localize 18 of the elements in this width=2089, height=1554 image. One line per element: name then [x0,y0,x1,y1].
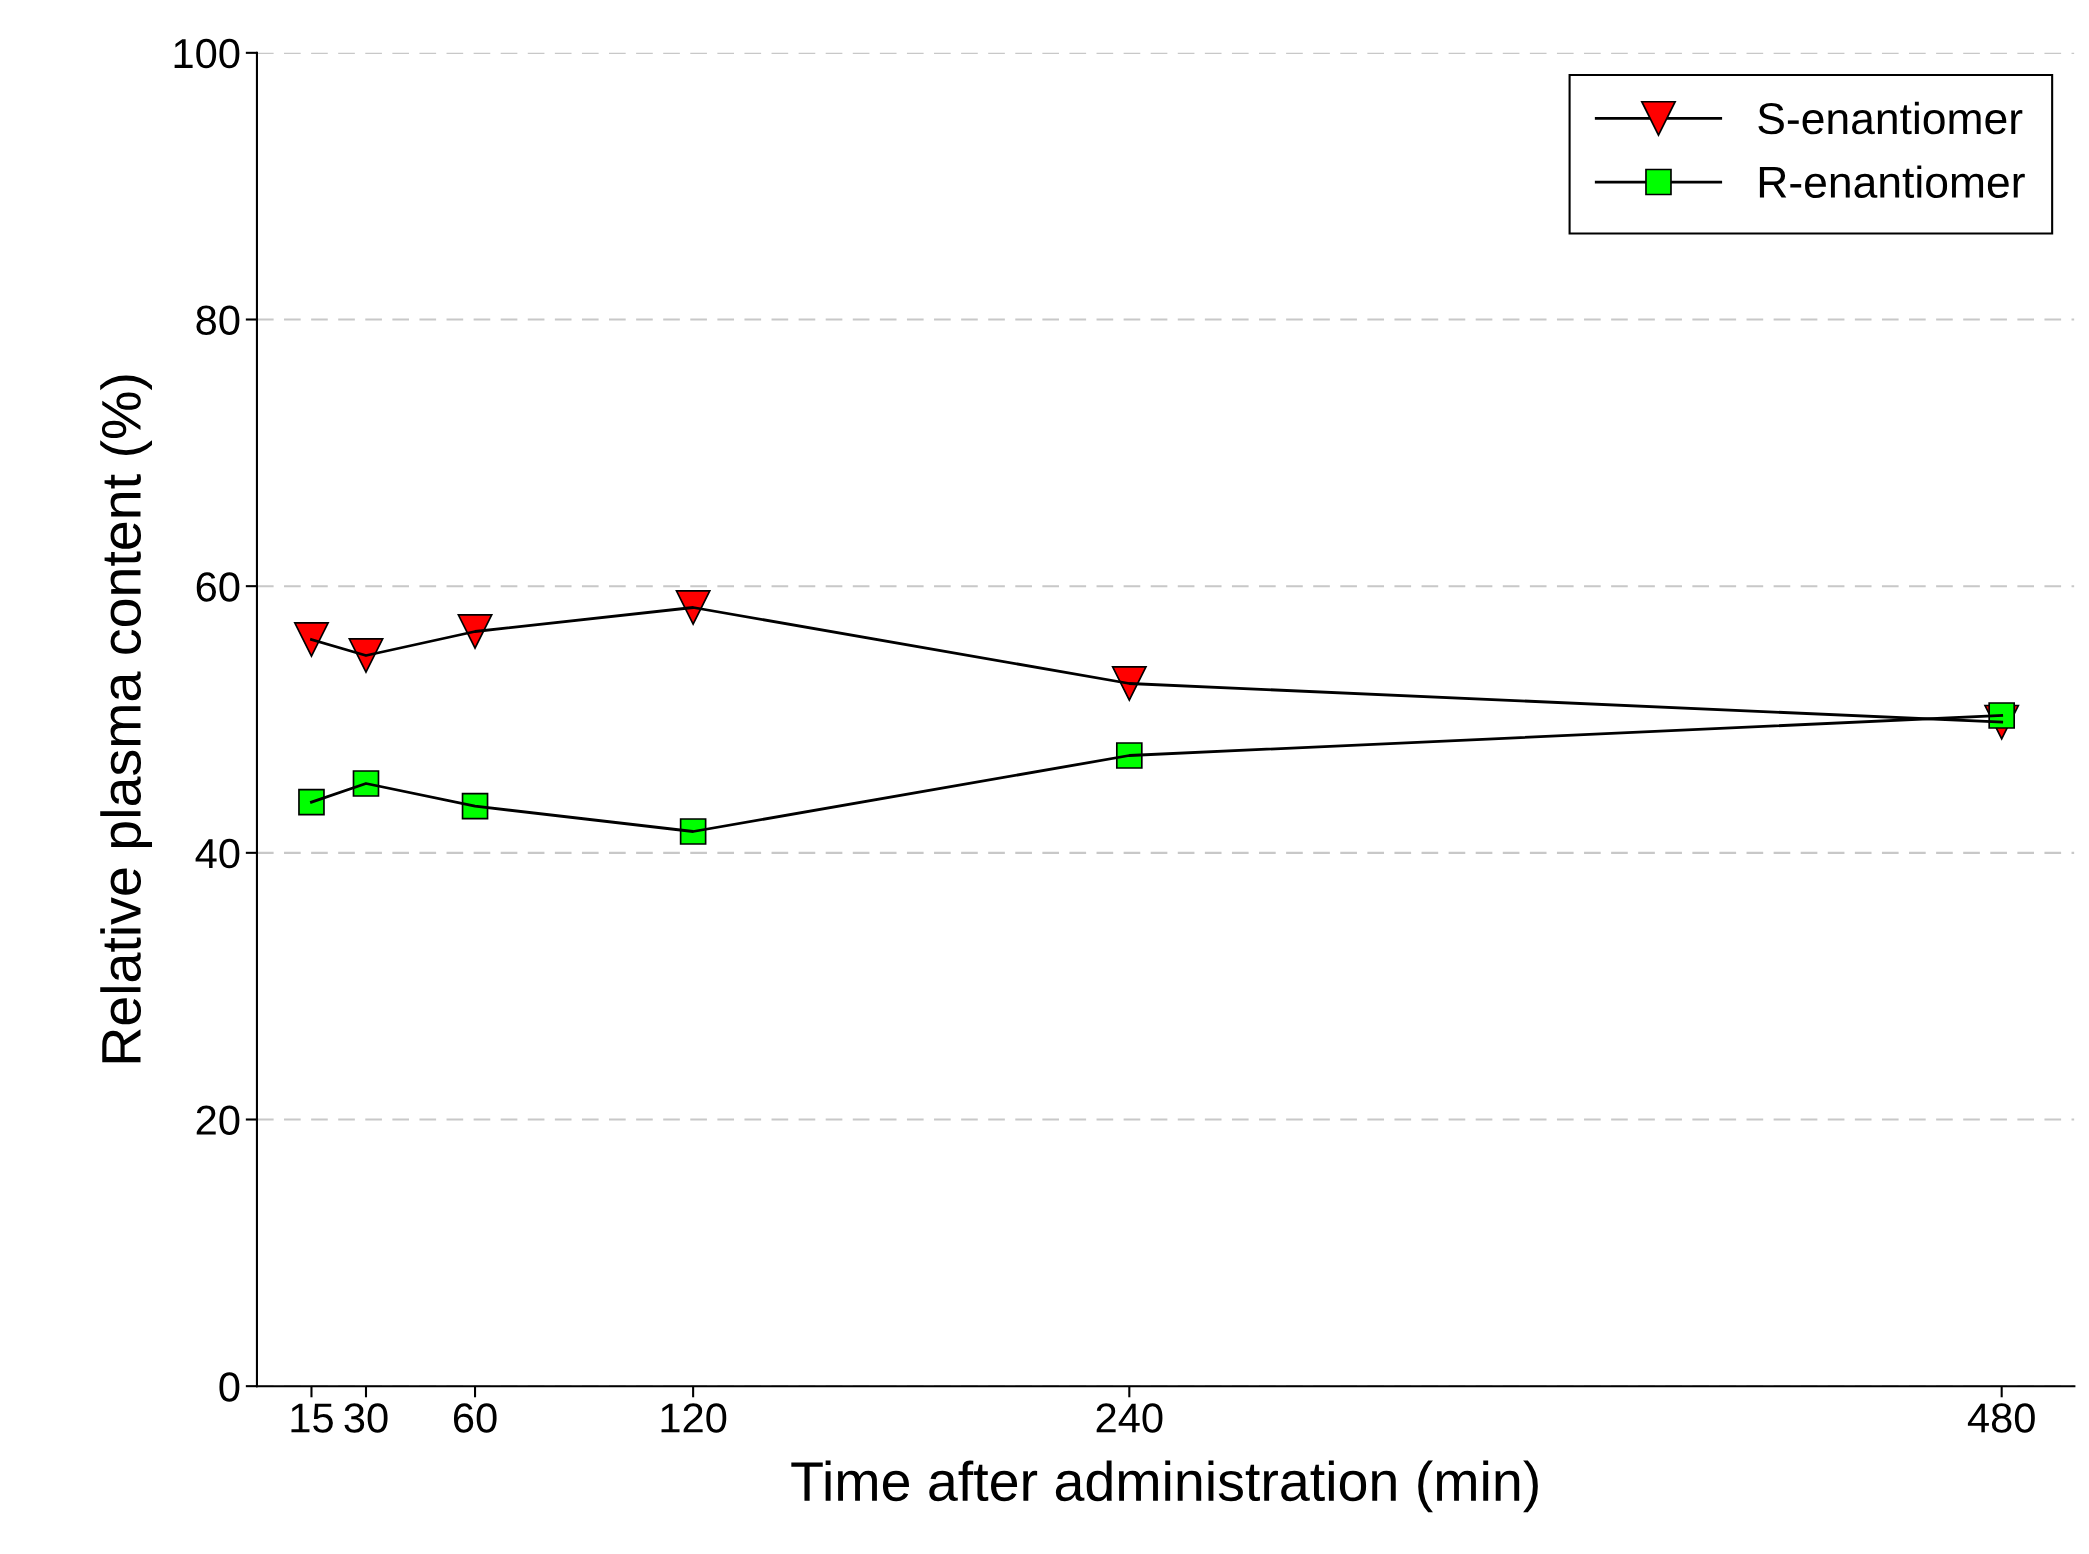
y-tick-label: 0 [219,1372,240,1402]
x-tick-label: 240 [1096,1403,1163,1433]
point [298,788,325,816]
y-tick-label: 60 [196,572,240,602]
x-tick-label: 30 [344,1403,388,1433]
x-tick-label: 15 [291,1403,333,1433]
point [293,621,329,658]
x-axis-title: Time after administration (min) [791,1460,1538,1513]
y-tick-label: 100 [174,38,240,69]
y-tick-label: 80 [196,305,240,336]
y-tick-label: 40 [195,838,240,869]
x-tick-label: 60 [453,1403,497,1433]
x-tick-label: 120 [661,1403,727,1433]
legend-label: S-enantiomer [1758,101,2023,135]
y-tick-label: 20 [196,1105,240,1136]
legend-label: R-enantiomer [1759,165,2025,199]
y-axis-title: Relative plasma content (%) [100,375,153,1063]
x-tick-label: 480 [1967,1403,2035,1433]
